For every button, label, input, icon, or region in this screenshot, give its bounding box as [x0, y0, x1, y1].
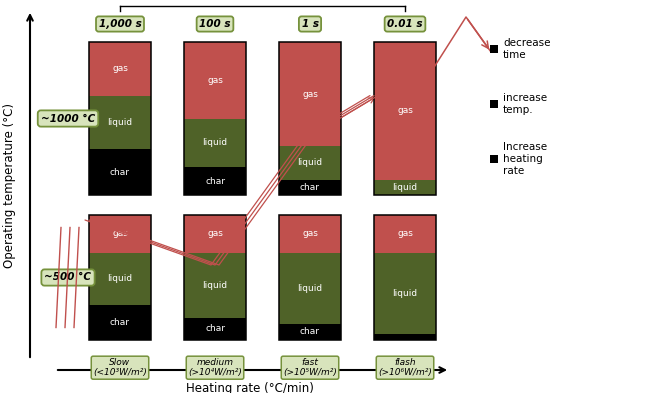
Bar: [89, 252, 151, 305]
Text: char: char: [110, 318, 130, 327]
Bar: [89, 42, 151, 95]
Text: char: char: [110, 167, 130, 176]
Bar: [184, 42, 246, 119]
Text: liquid: liquid: [297, 158, 323, 167]
Bar: [374, 180, 436, 195]
Text: fast
(>10⁵W/m²): fast (>10⁵W/m²): [283, 358, 337, 377]
Text: Increase
heating
rate: Increase heating rate: [503, 142, 547, 176]
Bar: [184, 318, 246, 340]
Bar: [374, 215, 436, 340]
Bar: [279, 324, 341, 340]
Bar: [490, 100, 498, 108]
Bar: [89, 215, 151, 340]
Text: ~500 °C: ~500 °C: [44, 272, 91, 283]
Text: 100 s: 100 s: [199, 19, 231, 29]
Bar: [374, 42, 436, 195]
Bar: [89, 305, 151, 340]
Text: liquid: liquid: [297, 284, 323, 293]
Bar: [184, 252, 246, 318]
Bar: [184, 119, 246, 167]
Bar: [279, 252, 341, 324]
Text: decrease
time: decrease time: [503, 38, 550, 60]
Text: char: char: [205, 177, 225, 186]
Text: increase
temp.: increase temp.: [503, 93, 547, 115]
Bar: [184, 215, 246, 252]
Bar: [184, 42, 246, 195]
Bar: [279, 180, 341, 195]
Text: 1,000 s: 1,000 s: [99, 19, 142, 29]
Text: ~1000 °C: ~1000 °C: [41, 114, 95, 123]
Text: liquid: liquid: [108, 118, 133, 127]
Text: liquid: liquid: [392, 183, 417, 192]
Text: 1 s: 1 s: [302, 19, 319, 29]
Text: liquid: liquid: [202, 138, 227, 147]
Bar: [279, 42, 341, 146]
Bar: [374, 215, 436, 252]
Text: char: char: [205, 324, 225, 333]
Text: char: char: [300, 327, 320, 336]
Bar: [490, 45, 498, 53]
Bar: [184, 167, 246, 195]
Text: flash
(>10⁶W/m²): flash (>10⁶W/m²): [378, 358, 432, 377]
Bar: [89, 149, 151, 195]
Bar: [279, 215, 341, 340]
Text: char: char: [300, 183, 320, 192]
Bar: [279, 146, 341, 180]
Text: gas: gas: [112, 64, 128, 73]
Bar: [374, 42, 436, 180]
Bar: [374, 252, 436, 334]
Bar: [89, 215, 151, 252]
Text: gas: gas: [397, 229, 413, 238]
Bar: [374, 334, 436, 340]
Text: gas: gas: [207, 76, 223, 85]
Text: gas: gas: [207, 229, 223, 238]
Text: gas: gas: [302, 229, 318, 238]
Text: medium
(>10⁴W/m²): medium (>10⁴W/m²): [188, 358, 242, 377]
Text: Slow
(<10³W/m²): Slow (<10³W/m²): [93, 358, 147, 377]
Bar: [184, 215, 246, 340]
Bar: [279, 42, 341, 195]
Text: liquid: liquid: [392, 288, 417, 298]
Bar: [279, 215, 341, 252]
Bar: [89, 95, 151, 149]
Bar: [89, 42, 151, 195]
Text: Operating temperature (°C): Operating temperature (°C): [3, 103, 16, 268]
Text: 0.01 s: 0.01 s: [387, 19, 422, 29]
Text: Heating rate (°C/min): Heating rate (°C/min): [186, 382, 314, 393]
Text: gas: gas: [397, 107, 413, 116]
Text: liquid: liquid: [202, 281, 227, 290]
Text: gas: gas: [112, 229, 128, 238]
Bar: [490, 155, 498, 163]
Text: gas: gas: [302, 90, 318, 99]
Text: liquid: liquid: [108, 274, 133, 283]
